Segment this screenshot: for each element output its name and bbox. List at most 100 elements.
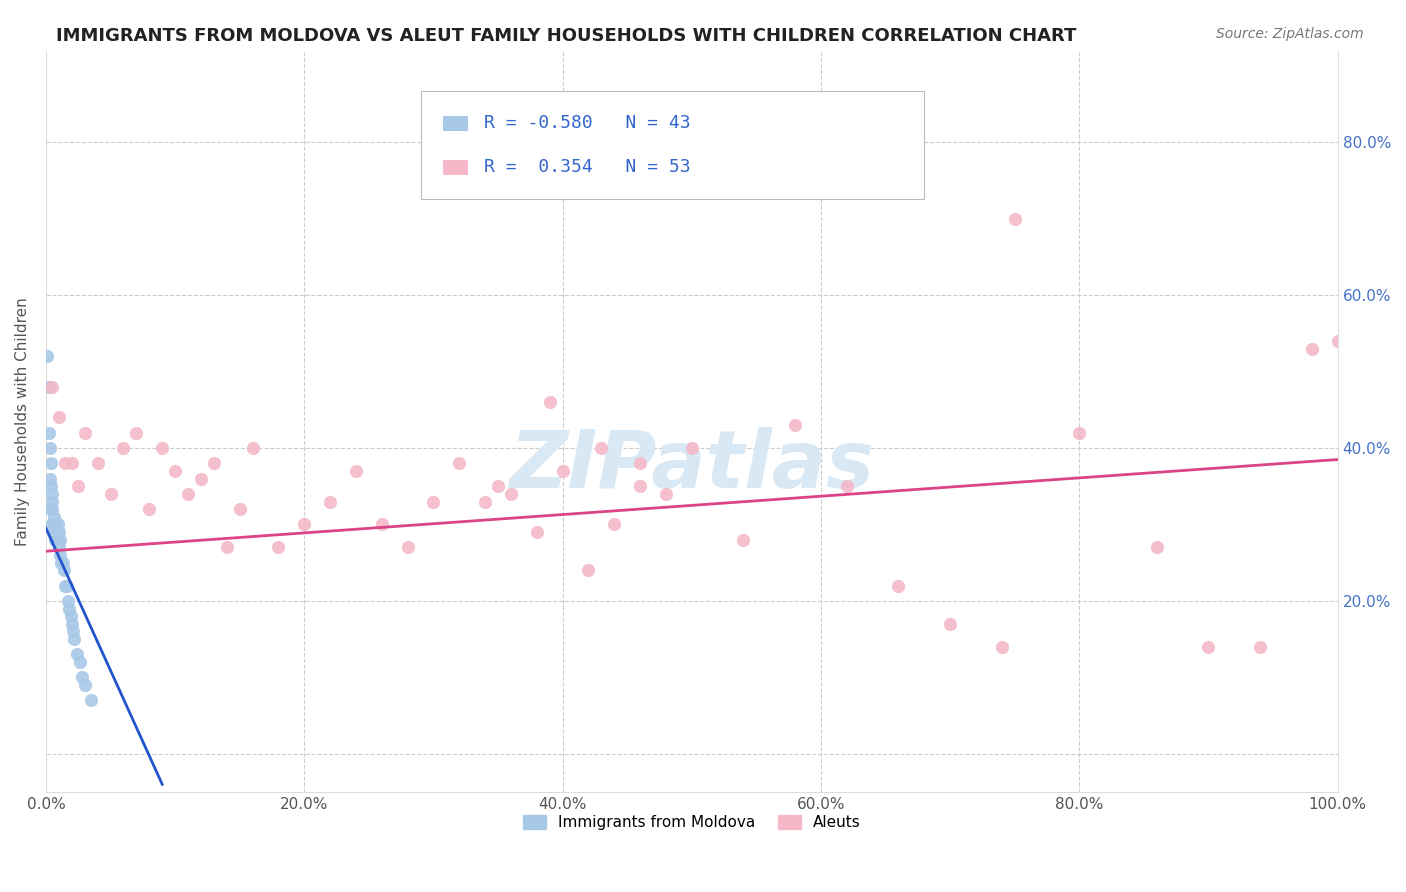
Point	[45, 533, 67, 547]
Point	[603, 517, 626, 532]
Point	[1326, 334, 1348, 348]
Point	[474, 494, 496, 508]
Point	[292, 517, 315, 532]
Point	[52, 556, 75, 570]
Point	[215, 541, 238, 555]
Point	[939, 616, 962, 631]
Point	[73, 678, 96, 692]
Point	[449, 456, 471, 470]
Text: Source: ZipAtlas.com: Source: ZipAtlas.com	[1216, 27, 1364, 41]
Point	[551, 464, 574, 478]
Point	[267, 541, 290, 555]
Point	[150, 441, 173, 455]
Point	[45, 525, 67, 540]
Point	[41, 380, 63, 394]
Point	[62, 624, 84, 639]
Text: R =  0.354   N = 53: R = 0.354 N = 53	[484, 158, 690, 177]
Point	[48, 541, 70, 555]
Point	[38, 425, 60, 440]
Point	[51, 556, 73, 570]
Point	[42, 525, 65, 540]
Point	[38, 441, 60, 455]
Point	[53, 579, 76, 593]
Point	[100, 487, 122, 501]
Point	[46, 533, 69, 547]
Point	[41, 494, 63, 508]
Point	[177, 487, 200, 501]
Text: R = -0.580   N = 43: R = -0.580 N = 43	[484, 114, 690, 132]
Point	[1301, 342, 1323, 356]
Y-axis label: Family Households with Children: Family Households with Children	[15, 297, 30, 546]
FancyBboxPatch shape	[443, 160, 468, 175]
Point	[86, 456, 108, 470]
Point	[80, 693, 103, 707]
Point	[1146, 541, 1168, 555]
Point	[56, 594, 79, 608]
Point	[371, 517, 394, 532]
Point	[66, 648, 89, 662]
Point	[733, 533, 755, 547]
Point	[578, 563, 600, 577]
Point	[887, 579, 910, 593]
Point	[165, 464, 187, 478]
Point	[46, 517, 69, 532]
Point	[70, 670, 93, 684]
Text: ZIPatlas: ZIPatlas	[509, 426, 875, 505]
Point	[42, 517, 65, 532]
Point	[190, 472, 212, 486]
Point	[63, 632, 86, 647]
Point	[202, 456, 225, 470]
Point	[38, 472, 60, 486]
Point	[44, 517, 66, 532]
Point	[60, 616, 83, 631]
Point	[835, 479, 858, 493]
Point	[39, 479, 62, 493]
FancyBboxPatch shape	[443, 116, 468, 130]
Point	[486, 479, 509, 493]
Point	[228, 502, 250, 516]
Point	[591, 441, 613, 455]
Point	[48, 410, 70, 425]
Legend: Immigrants from Moldova, Aleuts: Immigrants from Moldova, Aleuts	[516, 809, 868, 836]
Point	[41, 487, 63, 501]
Point	[628, 479, 651, 493]
Point	[1249, 640, 1271, 654]
Point	[319, 494, 342, 508]
Point	[67, 479, 90, 493]
Point	[681, 441, 703, 455]
Point	[499, 487, 522, 501]
Point	[344, 464, 367, 478]
Point	[1069, 425, 1091, 440]
Point	[42, 509, 65, 524]
Point	[41, 502, 63, 516]
Point	[39, 502, 62, 516]
Point	[44, 533, 66, 547]
Point	[41, 517, 63, 532]
Point	[991, 640, 1014, 654]
Point	[55, 579, 77, 593]
Point	[39, 456, 62, 470]
Point	[69, 655, 91, 669]
Point	[422, 494, 444, 508]
Point	[53, 563, 76, 577]
Point	[48, 525, 70, 540]
Point	[125, 425, 148, 440]
Point	[655, 487, 678, 501]
Point	[59, 609, 82, 624]
Point	[53, 456, 76, 470]
Point	[1004, 211, 1026, 226]
Point	[112, 441, 135, 455]
Text: IMMIGRANTS FROM MOLDOVA VS ALEUT FAMILY HOUSEHOLDS WITH CHILDREN CORRELATION CHA: IMMIGRANTS FROM MOLDOVA VS ALEUT FAMILY …	[56, 27, 1077, 45]
Point	[785, 418, 807, 433]
Point	[628, 456, 651, 470]
Point	[45, 517, 67, 532]
Point	[37, 350, 59, 364]
Point	[60, 456, 83, 470]
Point	[44, 517, 66, 532]
FancyBboxPatch shape	[420, 92, 924, 199]
Point	[49, 548, 72, 562]
Point	[58, 601, 80, 615]
Point	[538, 395, 561, 409]
Point	[526, 525, 548, 540]
Point	[73, 425, 96, 440]
